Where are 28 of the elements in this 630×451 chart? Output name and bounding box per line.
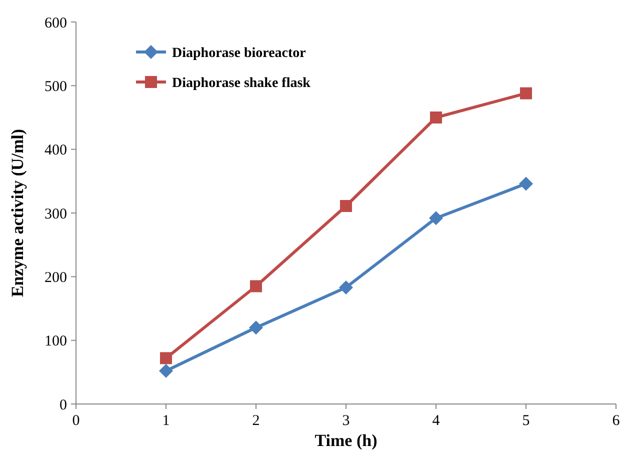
point (250, 280, 262, 292)
point (340, 200, 352, 212)
y-tick-label: 500 (44, 78, 67, 95)
y-tick-label: 300 (44, 206, 67, 222)
y-tick-label: 400 (44, 142, 67, 159)
x-axis-title: Time (h) (314, 431, 378, 450)
point (429, 211, 443, 226)
x-tick-label: 2 (252, 413, 260, 429)
y-tick-label: 100 (44, 334, 67, 350)
y-axis-title: Enzyme activity (U/ml) (8, 128, 27, 298)
y-tick-label: 0 (60, 397, 67, 414)
x-tick-label: 0 (72, 413, 80, 429)
y-tick-label: 200 (44, 270, 67, 286)
x-tick-label: 3 (342, 413, 350, 429)
x-tick-label: 5 (522, 413, 530, 429)
x-tick-label: 4 (432, 413, 440, 429)
point (519, 176, 533, 191)
y-tick-label: 600 (44, 15, 67, 32)
x-tick-label: 6 (612, 413, 620, 429)
point (339, 280, 353, 294)
legend-label: Diaphorase shake flask (172, 76, 311, 91)
point (430, 112, 442, 124)
point (159, 364, 173, 378)
legend-label: Diaphorase bioreactor (172, 46, 306, 61)
x-tick-label: 1 (162, 413, 170, 429)
point (160, 352, 172, 364)
point (520, 87, 532, 100)
point (249, 320, 263, 335)
